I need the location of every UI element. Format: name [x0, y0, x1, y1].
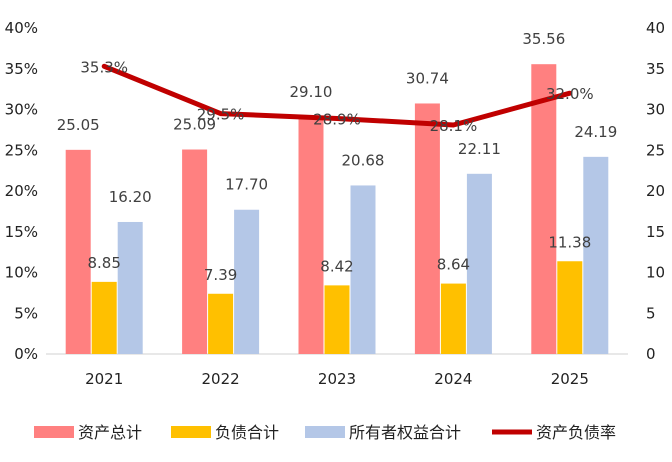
bar-value-label: 8.64: [437, 256, 470, 274]
x-tick-label: 2024: [434, 370, 472, 388]
left-tick-label: 0%: [14, 345, 38, 363]
bar-所有者权益合计-2021: [117, 221, 143, 354]
x-axis-labels: 2021 2022 2023 2024 2025: [85, 370, 589, 388]
line-value-label: 29.5%: [197, 106, 245, 124]
line-value-label: 32.0%: [546, 85, 594, 103]
bars: [65, 64, 609, 355]
left-tick-label: 5%: [14, 304, 38, 322]
left-tick-label: 30%: [5, 101, 38, 119]
right-axis-ticks: 0 5 10 15 20 25 30 35 40: [646, 19, 665, 363]
left-tick-label: 40%: [5, 19, 38, 37]
bar-所有者权益合计-2024: [466, 173, 492, 354]
bar-资产总计-2021: [65, 149, 91, 354]
x-tick-label: 2025: [551, 370, 589, 388]
legend-label: 负债合计: [215, 423, 279, 442]
right-tick-label: 20: [646, 182, 665, 200]
bar-所有者权益合计-2025: [583, 156, 609, 354]
bar-value-label: 35.56: [522, 30, 565, 48]
legend-label: 所有者权益合计: [349, 423, 461, 442]
bar-value-label: 25.09: [173, 116, 216, 134]
right-tick-label: 35: [646, 60, 665, 78]
left-tick-label: 25%: [5, 141, 38, 159]
bar-负债合计-2024: [440, 283, 466, 354]
left-tick-label: 35%: [5, 60, 38, 78]
right-tick-label: 30: [646, 101, 665, 119]
data-labels: 25.05 8.85 16.20 25.09 7.39 17.70 29.10 8.42 20.…: [57, 30, 618, 284]
line-value-label: 35.3%: [80, 58, 128, 76]
line-value-label: 28.1%: [430, 117, 478, 135]
legend: 资产总计 负债合计 所有者权益合计 资产负债率: [34, 423, 616, 442]
right-tick-label: 25: [646, 141, 665, 159]
bar-value-label: 16.20: [109, 188, 152, 206]
bar-资产总计-2023: [298, 116, 324, 355]
bar-value-label: 29.10: [290, 83, 333, 101]
left-tick-label: 15%: [5, 223, 38, 241]
legend-label: 资产总计: [78, 423, 142, 442]
bar-所有者权益合计-2023: [350, 185, 376, 354]
bar-value-label: 8.85: [87, 254, 120, 272]
right-tick-label: 0: [646, 345, 656, 363]
x-tick-label: 2022: [202, 370, 240, 388]
bar-所有者权益合计-2022: [234, 209, 260, 354]
bar-value-label: 24.19: [574, 123, 617, 141]
bar-负债合计-2025: [557, 261, 583, 354]
left-axis-ticks: 0% 5% 10% 15% 20% 25% 30% 35% 40%: [5, 19, 38, 363]
bar-value-label: 20.68: [342, 151, 385, 169]
bar-负债合计-2022: [208, 293, 234, 354]
bar-value-label: 25.05: [57, 116, 100, 134]
bar-负债合计-2021: [91, 281, 117, 354]
right-tick-label: 5: [646, 304, 656, 322]
left-tick-label: 10%: [5, 264, 38, 282]
left-tick-label: 20%: [5, 182, 38, 200]
x-tick-label: 2021: [85, 370, 123, 388]
line-series: [101, 63, 573, 128]
right-tick-label: 40: [646, 19, 665, 37]
bar-value-label: 7.39: [204, 266, 237, 284]
legend-swatch: [34, 426, 74, 438]
legend-swatch: [171, 426, 211, 438]
legend-label: 资产负债率: [536, 423, 616, 442]
line-value-label: 28.9%: [313, 110, 361, 128]
bar-value-label: 8.42: [320, 257, 353, 275]
bar-资产总计-2024: [414, 103, 440, 355]
x-tick-label: 2023: [318, 370, 356, 388]
bar-value-label: 11.38: [548, 233, 591, 251]
bar-value-label: 30.74: [406, 69, 449, 87]
right-tick-label: 15: [646, 223, 665, 241]
bar-value-label: 17.70: [225, 176, 268, 194]
bar-资产总计-2022: [182, 149, 208, 354]
bar-资产总计-2025: [531, 64, 557, 354]
right-tick-label: 10: [646, 264, 665, 282]
legend-swatch: [305, 426, 345, 438]
bar-value-label: 22.11: [458, 140, 501, 158]
bar-负债合计-2023: [324, 285, 350, 354]
